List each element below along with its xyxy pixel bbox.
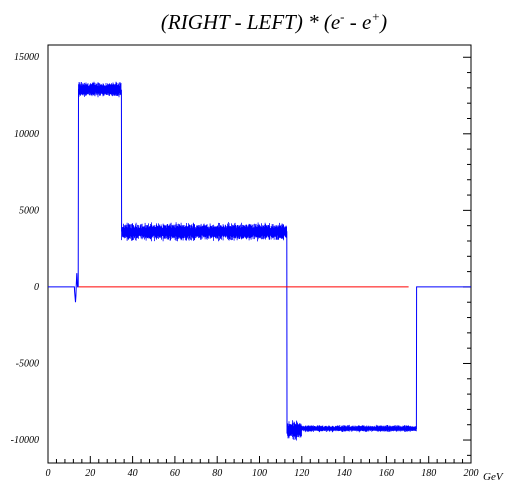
x-tick-label: 140 (337, 468, 352, 479)
y-tick-label: 0 (34, 282, 39, 293)
title-close: ) (379, 10, 387, 34)
title-mid: - e (345, 10, 372, 34)
series-layer (48, 81, 471, 441)
x-axis-unit: GeV (483, 471, 504, 483)
tick-labels: 0 20 40 60 80 100 120 140 160 180 200 15000 10000 500… (11, 52, 479, 479)
plot-frame (47, 44, 472, 464)
y-tick-label: -5000 (16, 358, 39, 369)
x-tick-label: 0 (46, 468, 51, 479)
axis-ticks (47, 56, 472, 463)
x-tick-label: 100 (252, 468, 267, 479)
title-sup-1: - (340, 9, 344, 24)
x-tick-label: 40 (128, 468, 138, 479)
x-tick-label: 120 (294, 468, 309, 479)
x-tick-label: 180 (421, 468, 436, 479)
x-tick-label: 80 (212, 468, 222, 479)
y-tick-label: -10000 (11, 435, 39, 446)
y-tick-label: 5000 (19, 205, 39, 216)
series-blue (48, 81, 471, 441)
series-blue-band-2 (286, 420, 302, 441)
x-tick-label: 160 (379, 468, 394, 479)
y-tick-label: 15000 (14, 52, 39, 63)
x-tick-label: 60 (170, 468, 180, 479)
x-tick-label: 20 (85, 468, 95, 479)
chart-title: (RIGHT - LEFT) * (e- - e+) (161, 9, 387, 34)
y-tick-label: 10000 (14, 129, 39, 140)
title-lead: (RIGHT - LEFT) * (e (161, 10, 340, 34)
x-tick-label: 200 (464, 468, 479, 479)
series-blue-line (48, 88, 471, 434)
title-sup-2: + (371, 9, 380, 24)
